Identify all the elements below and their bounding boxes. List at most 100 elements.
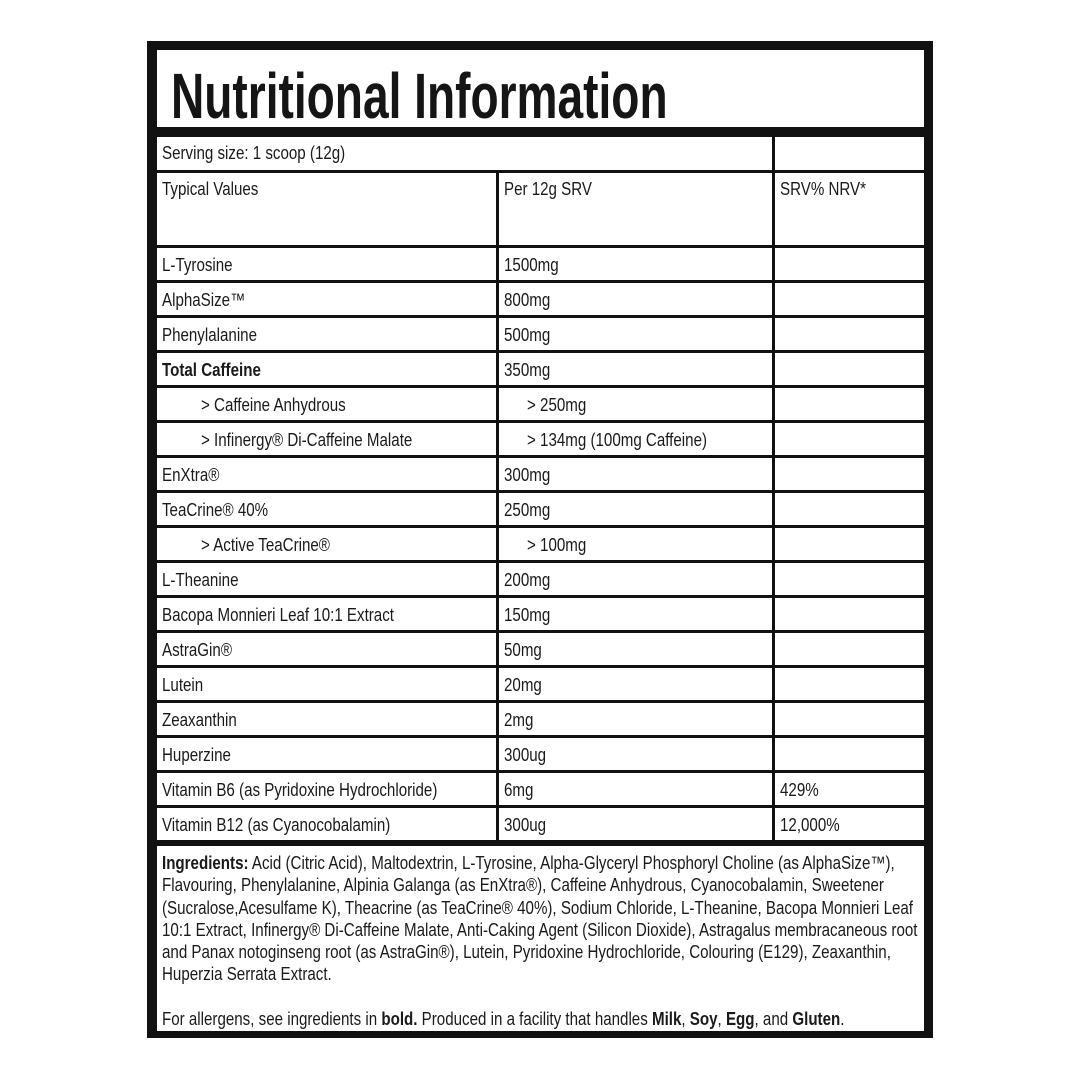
table-cell-per: 300ug	[499, 808, 772, 840]
allergen-egg: Egg	[725, 1009, 755, 1029]
nutrient-nrv: 12,000%	[780, 815, 840, 835]
table-cell-name: Lutein	[157, 668, 496, 700]
nutrient-amount: > 134mg (100mg Caffeine)	[527, 430, 708, 450]
table-cell-name: AlphaSize™	[157, 283, 496, 315]
allergen-gluten: Gluten	[792, 1009, 841, 1029]
header-per-serving: Per 12g SRV	[499, 173, 772, 245]
nutrient-name: Phenylalanine	[162, 325, 257, 345]
allergen-bold: bold.	[381, 1009, 418, 1029]
nutrient-name: L-Theanine	[162, 570, 239, 590]
nutrient-amount: 2mg	[504, 710, 534, 730]
nutrient-name: Bacopa Monnieri Leaf 10:1 Extract	[162, 605, 394, 625]
table-cell-per: 1500mg	[499, 248, 772, 280]
nutrient-nrv: 429%	[780, 780, 819, 800]
table-cell-per: 200mg	[499, 563, 772, 595]
table-cell-per: 20mg	[499, 668, 772, 700]
nutrition-label: Nutritional Information Serving size: 1 …	[147, 41, 933, 1038]
nutrient-name: Zeaxanthin	[162, 710, 237, 730]
ingredients-list: Acid (Citric Acid), Maltodextrin, L-Tyro…	[162, 853, 918, 985]
nutrient-name: TeaCrine® 40%	[162, 500, 269, 520]
table-cell-nrv	[775, 528, 924, 560]
page-title: Nutritional Information	[171, 60, 668, 127]
table-cell-nrv	[775, 563, 924, 595]
table-cell-nrv: 429%	[775, 773, 924, 805]
table-cell-per: 6mg	[499, 773, 772, 805]
serving-size: Serving size: 1 scoop (12g)	[162, 143, 346, 163]
nutrient-name: AlphaSize™	[162, 290, 246, 310]
table-cell-nrv	[775, 423, 924, 455]
table-cell-nrv	[775, 668, 924, 700]
nutrient-amount: > 100mg	[527, 535, 587, 555]
table-cell-per: 300mg	[499, 458, 772, 490]
header-label: Typical Values	[162, 179, 259, 199]
allergen-milk: Milk	[651, 1009, 682, 1029]
table-cell-name: Phenylalanine	[157, 318, 496, 350]
table-cell-per: > 100mg	[499, 528, 772, 560]
nutrient-name: EnXtra®	[162, 465, 220, 485]
table-cell-per: 350mg	[499, 353, 772, 385]
nutrient-amount: 350mg	[504, 360, 551, 380]
nutrient-name: Huperzine	[162, 745, 231, 765]
nutrient-amount: 6mg	[504, 780, 534, 800]
allergen-soy: Soy	[689, 1009, 718, 1029]
header-nrv: SRV% NRV*	[775, 173, 924, 245]
allergen-text: ,	[717, 1009, 726, 1029]
table-cell-per: 800mg	[499, 283, 772, 315]
table-cell-nrv	[775, 248, 924, 280]
table-cell-name: Vitamin B6 (as Pyridoxine Hydrochloride)	[157, 773, 496, 805]
allergen-text: For allergens, see ingredients in	[162, 1009, 382, 1029]
nutrient-name: > Infinergy® Di-Caffeine Malate	[201, 430, 413, 450]
nutrient-amount: 300ug	[504, 815, 547, 835]
nutrient-name: L-Tyrosine	[162, 255, 233, 275]
table-cell-name: Zeaxanthin	[157, 703, 496, 735]
title-cell: Nutritional Information	[157, 50, 924, 127]
serving-size-empty-cell	[775, 137, 924, 170]
table-cell-name: AstraGin®	[157, 633, 496, 665]
nutrient-name: > Caffeine Anhydrous	[201, 395, 346, 415]
allergen-text: Produced in a facility that handles	[417, 1009, 652, 1029]
table-cell-nrv	[775, 353, 924, 385]
table-cell-name: L-Tyrosine	[157, 248, 496, 280]
table-cell-per: 2mg	[499, 703, 772, 735]
table-cell-name: > Infinergy® Di-Caffeine Malate	[157, 423, 496, 455]
table-cell-name: Huperzine	[157, 738, 496, 770]
nutrient-amount: > 250mg	[527, 395, 587, 415]
table-cell-nrv	[775, 703, 924, 735]
allergen-text: ,	[681, 1009, 690, 1029]
table-cell-name: Vitamin B12 (as Cyanocobalamin)	[157, 808, 496, 840]
nutrient-amount: 1500mg	[504, 255, 559, 275]
table-cell-name: > Active TeaCrine®	[157, 528, 496, 560]
header-typical-values: Typical Values	[157, 173, 496, 245]
table-cell-nrv	[775, 633, 924, 665]
nutrient-amount: 300ug	[504, 745, 547, 765]
table-cell-name: > Caffeine Anhydrous	[157, 388, 496, 420]
nutrient-name: Vitamin B6 (as Pyridoxine Hydrochloride)	[162, 780, 438, 800]
table-cell-nrv	[775, 388, 924, 420]
table-cell-per: 300ug	[499, 738, 772, 770]
table-cell-per: 500mg	[499, 318, 772, 350]
nutrient-name: > Active TeaCrine®	[201, 535, 330, 555]
header-label: Per 12g SRV	[504, 179, 592, 199]
nutrient-amount: 50mg	[504, 640, 542, 660]
table-cell-name: Total Caffeine	[157, 353, 496, 385]
table-cell-nrv	[775, 598, 924, 630]
nutrient-amount: 20mg	[504, 675, 542, 695]
nutrient-name: Lutein	[162, 675, 204, 695]
table-cell-per: 50mg	[499, 633, 772, 665]
table-cell-name: EnXtra®	[157, 458, 496, 490]
table-cell-per: 150mg	[499, 598, 772, 630]
nutrient-amount: 250mg	[504, 500, 551, 520]
table-cell-name: L-Theanine	[157, 563, 496, 595]
table-cell-nrv	[775, 283, 924, 315]
nutrient-amount: 150mg	[504, 605, 551, 625]
ingredients-cell: Ingredients: Acid (Citric Acid), Maltode…	[157, 846, 924, 1031]
table-cell-nrv	[775, 738, 924, 770]
table-cell-nrv	[775, 458, 924, 490]
table-cell-nrv	[775, 318, 924, 350]
serving-size-cell: Serving size: 1 scoop (12g)	[157, 137, 772, 170]
table-cell-nrv: 12,000%	[775, 808, 924, 840]
table-cell-per: > 250mg	[499, 388, 772, 420]
table-cell-per: > 134mg (100mg Caffeine)	[499, 423, 772, 455]
nutrient-amount: 800mg	[504, 290, 551, 310]
table-cell-per: 250mg	[499, 493, 772, 525]
